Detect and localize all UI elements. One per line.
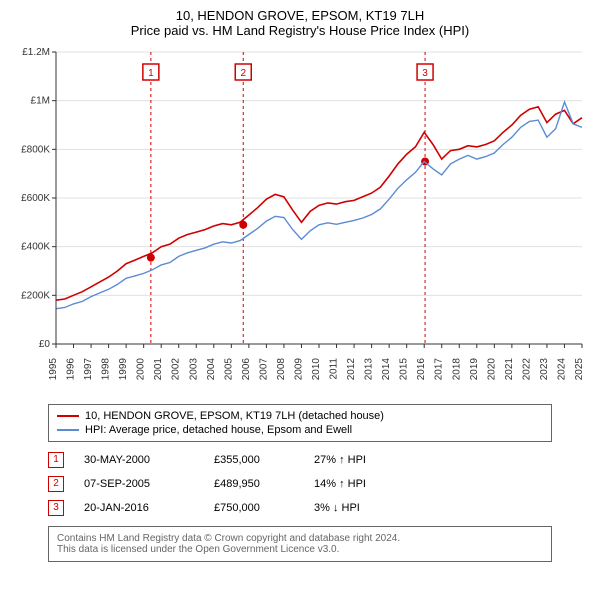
svg-text:£1M: £1M <box>31 96 50 107</box>
svg-text:1998: 1998 <box>101 358 112 381</box>
legend-swatch <box>57 415 79 417</box>
events-table: 1 30-MAY-2000 £355,000 27% ↑ HPI 2 07-SEP-200… <box>48 448 552 520</box>
svg-text:2009: 2009 <box>293 358 304 381</box>
legend-row: 10, HENDON GROVE, EPSOM, KT19 7LH (detac… <box>57 409 543 423</box>
svg-text:£0: £0 <box>39 339 51 350</box>
svg-text:2020: 2020 <box>486 358 497 381</box>
svg-text:2000: 2000 <box>136 358 147 381</box>
svg-text:2011: 2011 <box>329 358 340 380</box>
svg-text:2007: 2007 <box>258 358 269 381</box>
chart-svg: £0 £200K £400K £600K £800K £1M £1.2M 1995 1996 19… <box>8 46 592 396</box>
svg-text:2022: 2022 <box>521 358 532 381</box>
svg-text:2006: 2006 <box>241 358 252 381</box>
legend-box: 10, HENDON GROVE, EPSOM, KT19 7LH (detac… <box>48 404 552 442</box>
svg-text:£600K: £600K <box>21 193 50 204</box>
event-row: 1 30-MAY-2000 £355,000 27% ↑ HPI <box>48 448 552 472</box>
svg-text:2025: 2025 <box>574 358 585 381</box>
event-row: 3 20-JAN-2016 £750,000 3% ↓ HPI <box>48 496 552 520</box>
footer-line1: Contains HM Land Registry data © Crown c… <box>57 533 543 544</box>
event-price: £489,950 <box>214 478 294 490</box>
event-badge: 3 <box>48 500 64 516</box>
event-badge: 1 <box>48 452 64 468</box>
svg-text:2024: 2024 <box>556 358 567 381</box>
svg-text:2004: 2004 <box>206 358 217 381</box>
event-price: £355,000 <box>214 454 294 466</box>
event-date: 30-MAY-2000 <box>84 454 194 466</box>
svg-text:2018: 2018 <box>451 358 462 381</box>
svg-text:2005: 2005 <box>223 358 234 381</box>
svg-text:2013: 2013 <box>364 358 375 381</box>
event-delta: 27% ↑ HPI <box>314 454 414 466</box>
footer-line2: This data is licensed under the Open Gov… <box>57 544 543 555</box>
svg-text:2017: 2017 <box>434 358 445 381</box>
event-delta: 3% ↓ HPI <box>314 502 414 514</box>
event-delta: 14% ↑ HPI <box>314 478 414 490</box>
svg-text:2002: 2002 <box>171 358 182 381</box>
svg-text:1997: 1997 <box>83 358 94 381</box>
svg-text:£800K: £800K <box>21 144 50 155</box>
event-date: 07-SEP-2005 <box>84 478 194 490</box>
svg-text:2010: 2010 <box>311 358 322 381</box>
svg-text:2019: 2019 <box>469 358 480 381</box>
svg-text:2: 2 <box>240 68 246 79</box>
event-row: 2 07-SEP-2005 £489,950 14% ↑ HPI <box>48 472 552 496</box>
svg-text:£200K: £200K <box>21 290 50 301</box>
svg-text:2001: 2001 <box>153 358 164 381</box>
svg-text:2003: 2003 <box>188 358 199 381</box>
event-price: £750,000 <box>214 502 294 514</box>
svg-text:2016: 2016 <box>416 358 427 381</box>
svg-text:£400K: £400K <box>21 242 50 253</box>
svg-text:2023: 2023 <box>539 358 550 381</box>
svg-text:1996: 1996 <box>66 358 77 381</box>
event-date: 20-JAN-2016 <box>84 502 194 514</box>
svg-text:2021: 2021 <box>504 358 515 381</box>
svg-text:2015: 2015 <box>399 358 410 381</box>
legend-swatch <box>57 429 79 431</box>
legend-row: HPI: Average price, detached house, Epso… <box>57 423 543 437</box>
svg-text:1995: 1995 <box>48 358 59 381</box>
legend-label: HPI: Average price, detached house, Epso… <box>85 424 352 436</box>
chart-subtitle: Price paid vs. HM Land Registry's House … <box>8 23 592 38</box>
svg-text:2008: 2008 <box>276 358 287 381</box>
svg-text:£1.2M: £1.2M <box>22 47 50 58</box>
svg-text:3: 3 <box>422 68 428 79</box>
svg-text:1999: 1999 <box>118 358 129 381</box>
footer-box: Contains HM Land Registry data © Crown c… <box>48 526 552 562</box>
chart-area: £0 £200K £400K £600K £800K £1M £1.2M 1995 1996 19… <box>8 46 592 396</box>
svg-text:1: 1 <box>148 68 154 79</box>
event-badge: 2 <box>48 476 64 492</box>
legend-label: 10, HENDON GROVE, EPSOM, KT19 7LH (detac… <box>85 410 384 422</box>
svg-text:2014: 2014 <box>381 358 392 381</box>
svg-text:2012: 2012 <box>346 358 357 381</box>
chart-title: 10, HENDON GROVE, EPSOM, KT19 7LH <box>8 8 592 23</box>
